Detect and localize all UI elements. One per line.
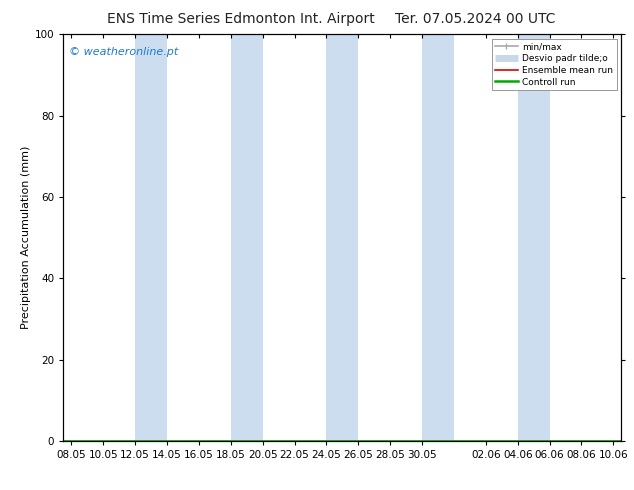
Text: © weatheronline.pt: © weatheronline.pt — [69, 47, 178, 56]
Bar — [135, 34, 167, 441]
Bar — [422, 34, 454, 441]
Legend: min/max, Desvio padr tilde;o, Ensemble mean run, Controll run: min/max, Desvio padr tilde;o, Ensemble m… — [491, 39, 617, 90]
Bar — [327, 34, 358, 441]
Bar — [518, 34, 550, 441]
Text: Ter. 07.05.2024 00 UTC: Ter. 07.05.2024 00 UTC — [395, 12, 556, 26]
Y-axis label: Precipitation Accumulation (mm): Precipitation Accumulation (mm) — [20, 146, 30, 329]
Text: ENS Time Series Edmonton Int. Airport: ENS Time Series Edmonton Int. Airport — [107, 12, 375, 26]
Bar — [231, 34, 262, 441]
